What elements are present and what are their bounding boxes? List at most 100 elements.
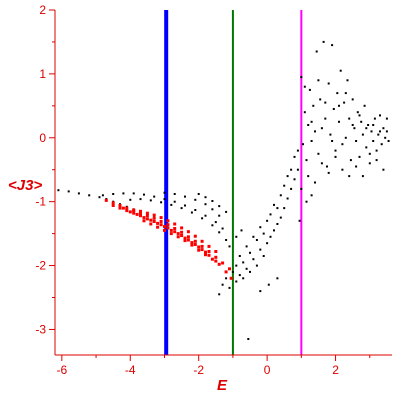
data-point <box>332 108 335 110</box>
data-point <box>305 159 308 162</box>
data-point <box>367 124 370 126</box>
data-point <box>240 229 243 232</box>
data-point <box>111 204 115 207</box>
data-point <box>320 127 323 130</box>
data-point <box>255 264 258 267</box>
data-point <box>317 79 320 82</box>
data-point <box>326 165 328 168</box>
data-point <box>276 207 279 210</box>
data-point <box>214 255 218 259</box>
data-point <box>279 194 282 197</box>
data-point <box>249 270 251 273</box>
data-point <box>365 146 368 149</box>
data-point <box>170 203 173 206</box>
data-point <box>173 193 176 195</box>
data-point <box>324 117 327 120</box>
data-point <box>269 235 272 238</box>
data-point <box>193 239 197 243</box>
data-point <box>180 230 184 234</box>
data-point <box>315 50 318 53</box>
data-point <box>200 244 204 248</box>
data-point <box>180 207 183 210</box>
data-point <box>343 101 346 104</box>
data-point <box>211 224 214 227</box>
data-point <box>317 152 320 155</box>
data-point <box>166 219 170 223</box>
data-point <box>358 114 361 117</box>
y-tick-label: 1 <box>39 67 46 81</box>
data-point <box>225 239 228 241</box>
data-point <box>276 223 279 225</box>
data-point <box>218 293 221 296</box>
data-point <box>142 216 146 220</box>
data-point <box>368 162 371 165</box>
data-point <box>384 136 387 139</box>
vertical-lines <box>164 10 303 355</box>
data-point <box>259 226 262 229</box>
data-point <box>235 264 238 267</box>
data-point <box>372 140 375 142</box>
data-point <box>259 248 262 251</box>
data-point <box>338 120 340 123</box>
data-point <box>344 92 347 95</box>
y-tick-label: 0 <box>39 131 46 145</box>
data-point <box>207 253 211 257</box>
data-point <box>214 259 218 263</box>
data-point <box>353 127 356 130</box>
data-point <box>228 286 231 289</box>
data-point <box>186 235 190 239</box>
data-point <box>139 198 142 201</box>
data-point <box>327 82 330 85</box>
data-point <box>112 193 115 195</box>
data-point <box>111 201 115 205</box>
data-point <box>145 211 149 215</box>
data-point <box>145 217 149 221</box>
data-point <box>132 192 135 195</box>
data-point <box>166 223 170 227</box>
data-point <box>228 245 231 248</box>
data-point <box>307 175 310 178</box>
data-point <box>290 168 293 171</box>
data-point <box>262 255 265 257</box>
data-point <box>314 130 316 133</box>
data-point <box>77 192 80 195</box>
data-point <box>267 283 270 286</box>
data-point <box>255 239 258 241</box>
data-point <box>201 217 204 220</box>
data-point <box>269 213 272 216</box>
data-point <box>266 219 269 222</box>
data-point <box>229 276 233 280</box>
y-tick-label: -2 <box>35 259 46 273</box>
data-point <box>159 216 163 220</box>
data-point <box>101 194 104 197</box>
data-point <box>121 206 125 210</box>
data-point <box>290 187 293 190</box>
data-point <box>153 195 156 198</box>
data-point <box>324 101 327 104</box>
data-point <box>377 133 380 136</box>
data-point <box>221 227 224 230</box>
data-point <box>319 98 322 101</box>
data-point <box>183 239 187 243</box>
y-tick-label: -3 <box>35 322 46 336</box>
data-point <box>135 212 139 216</box>
data-point <box>300 76 303 79</box>
data-point <box>356 111 359 114</box>
data-point <box>149 222 153 226</box>
data-point <box>139 211 142 215</box>
data-point <box>159 220 163 223</box>
tick-labels: -6 -4 -2 0 2 2 1 0 -1 -2 -3 <box>35 3 339 377</box>
scatter-points <box>57 40 390 340</box>
data-point <box>118 206 122 210</box>
y-tick-label: 2 <box>39 3 46 17</box>
data-point <box>238 255 241 257</box>
data-point <box>190 243 194 247</box>
data-point <box>242 277 245 280</box>
data-point <box>379 130 381 133</box>
data-point <box>334 149 337 152</box>
axes <box>49 9 392 361</box>
data-point <box>67 190 70 193</box>
data-point <box>375 149 378 152</box>
data-point <box>331 140 334 142</box>
data-point <box>190 211 193 214</box>
